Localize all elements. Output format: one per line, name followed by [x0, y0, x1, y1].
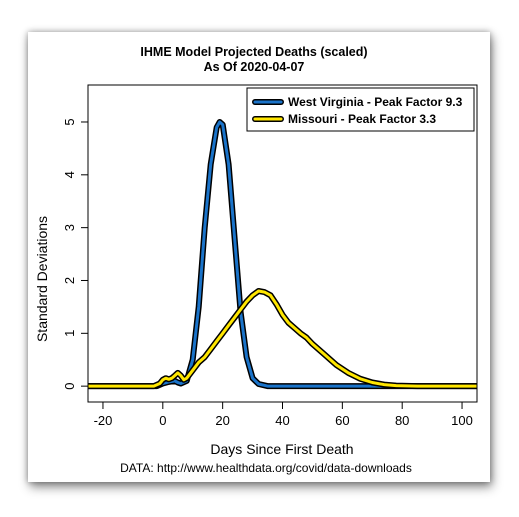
y-tick-label: 1	[62, 330, 77, 337]
legend-box	[246, 87, 475, 132]
x-tick-label: 40	[275, 413, 289, 428]
chart-card: IHME Model Projected Deaths (scaled) As …	[28, 32, 490, 482]
chart-svg: IHME Model Projected Deaths (scaled) As …	[34, 45, 478, 475]
legend: West Virginia - Peak Factor 9.3 Missouri …	[246, 87, 475, 132]
y-tick-label: 0	[62, 383, 77, 390]
series-line-outline-0	[88, 119, 477, 390]
y-axis-label: Standard Deviations	[34, 216, 50, 342]
chart-title: IHME Model Projected Deaths (scaled)	[140, 45, 367, 59]
y-axis: 0 1 2 3 4 5	[62, 118, 88, 390]
data-source-note: DATA: http://www.healthdata.org/covid/da…	[120, 461, 412, 475]
x-tick-label: 0	[159, 413, 166, 428]
series-line-1	[88, 289, 477, 388]
x-axis: -20 0 20 40 60 80 100	[94, 402, 473, 428]
y-tick-label: 3	[62, 224, 77, 231]
x-tick-label: 60	[335, 413, 349, 428]
legend-label-1: Missouri - Peak Factor 3.3	[288, 112, 436, 126]
series-layer	[88, 119, 477, 390]
legend-label-0: West Virginia - Peak Factor 9.3	[288, 95, 463, 109]
x-tick-label: 100	[451, 413, 473, 428]
x-axis-label: Days Since First Death	[210, 441, 353, 457]
chart-subtitle: As Of 2020-04-07	[204, 60, 305, 74]
series-line-outline-1	[88, 288, 477, 390]
plot-frame	[87, 84, 478, 403]
x-tick-label: -20	[94, 413, 113, 428]
x-tick-label: 20	[215, 413, 229, 428]
y-tick-label: 5	[62, 118, 77, 125]
series-line-0	[88, 120, 477, 388]
y-tick-label: 4	[62, 171, 77, 178]
y-tick-label: 2	[62, 277, 77, 284]
x-tick-label: 80	[395, 413, 409, 428]
